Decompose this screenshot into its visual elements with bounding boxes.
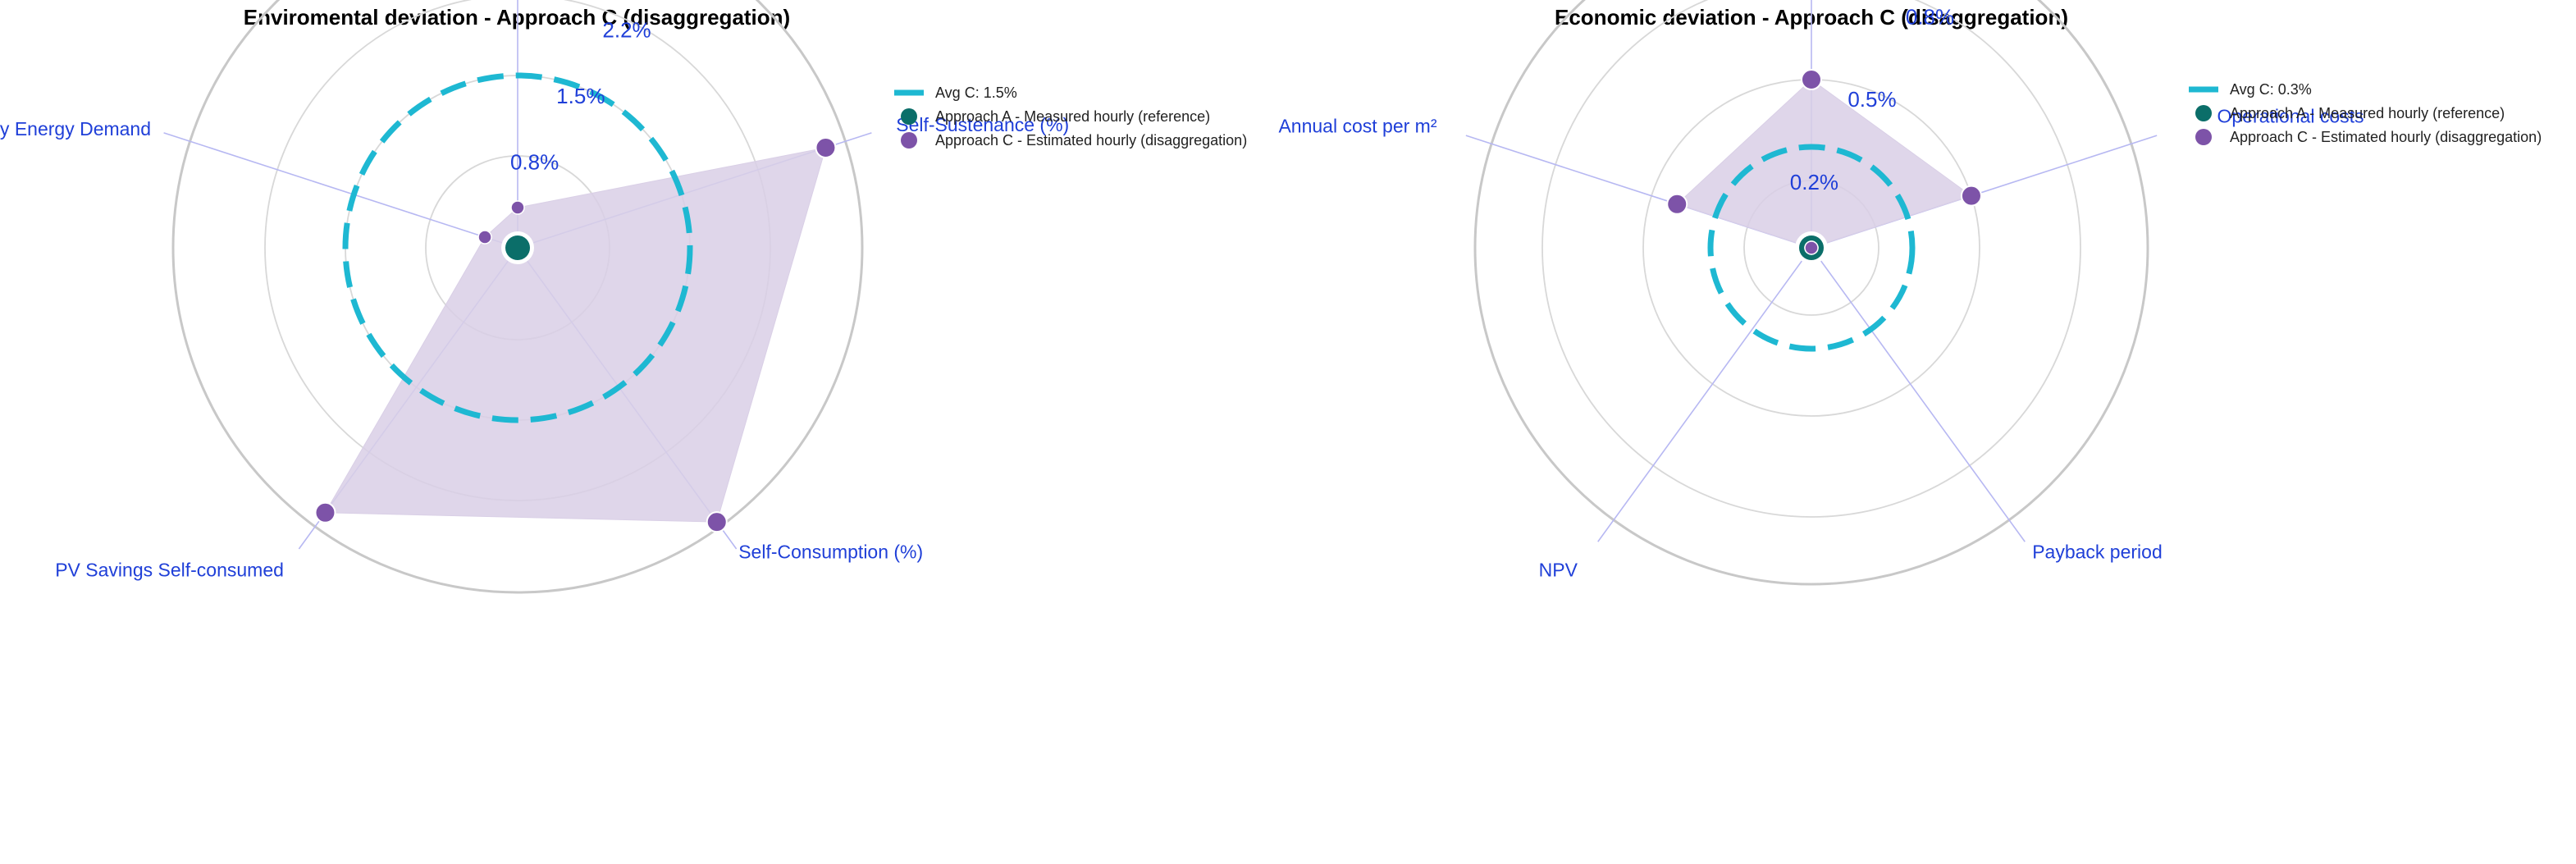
data-points [314, 137, 837, 533]
legend-avg-label: Avg C: 1.5% [935, 85, 1017, 101]
axis-spoke [163, 132, 518, 249]
estimated-point [815, 137, 837, 159]
economic-radar-chart: Economic deviation - Approach C (disaggr… [1278, 0, 2542, 586]
estimated-point [1804, 240, 1819, 255]
average-line [1707, 144, 1916, 352]
legend-reference-marker [2195, 105, 2212, 121]
axis-label: Self-Sustenance (%) [896, 114, 1069, 135]
legend-estimated-label: Approach C - Estimated hourly (disaggreg… [935, 132, 1247, 149]
data-points [1666, 69, 1982, 264]
radial-tick-labels: 0.2%0.5%0.8%1.0% [1790, 4, 1954, 194]
axis-label: Annual cost per m² [1278, 116, 1436, 137]
axis-label: Payback period [2032, 542, 2163, 563]
average-ring [1707, 144, 1916, 352]
estimated-point [1960, 185, 1982, 207]
legend: Avg C: 0.3% Approach A - Measured hourly … [2189, 81, 2542, 145]
reference-point [505, 235, 530, 260]
legend-reference-marker [901, 108, 917, 125]
average-ring [342, 72, 693, 423]
estimated-area [1676, 79, 1973, 249]
series-area [324, 147, 827, 523]
outer-ring [171, 0, 864, 594]
axis-label: Self-Consumption (%) [738, 542, 923, 563]
estimated-point [477, 230, 492, 245]
axis-label: PV Savings Self-consumed [55, 559, 284, 580]
legend-estimated-marker [901, 132, 917, 149]
tick-label: 2.2% [602, 18, 651, 43]
axis-labels: Life cycle costOperational costsPayback … [1278, 105, 2364, 580]
series-area [1676, 79, 1973, 249]
average-line [342, 72, 693, 423]
axis-labels: GHG EmissionsSelf-Sustenance (%)Self-Con… [0, 114, 1069, 580]
axis-spoke [1811, 247, 2026, 542]
legend-estimated-marker [2195, 129, 2212, 145]
tick-label: 0.8% [1906, 4, 1954, 29]
estimated-point [1666, 193, 1688, 215]
legend-avg-label: Avg C: 0.3% [2230, 81, 2312, 98]
outer-ring [1473, 0, 2149, 586]
axis-label: Operational costs [2217, 105, 2364, 126]
estimated-point [314, 501, 336, 523]
estimated-point [706, 511, 728, 533]
legend-reference-label: Approach A - Measured hourly (reference) [935, 108, 1210, 125]
axis-label: Primary Energy Demand [0, 118, 151, 139]
axis-label: NPV [1539, 559, 1578, 580]
tick-label: 0.8% [510, 149, 559, 174]
radial-tick-labels: 0.8%1.5%2.2%3.0% [510, 18, 651, 175]
tick-label: 0.2% [1790, 170, 1838, 194]
tick-label: 0.5% [1848, 87, 1896, 112]
tick-label: 1.5% [556, 84, 605, 108]
chart-title: Enviromental deviation - Approach C (dis… [244, 5, 790, 30]
legend-estimated-label: Approach C - Estimated hourly (disaggreg… [2230, 129, 2542, 145]
axis-spoke [1597, 247, 1812, 542]
estimated-area [324, 147, 827, 523]
estimated-point [1801, 69, 1822, 90]
estimated-point [510, 200, 525, 215]
legend-reference-label: Approach A - Measured hourly (reference) [2230, 105, 2505, 121]
grid-ring [1541, 0, 2081, 518]
environmental-radar-chart: Enviromental deviation - Approach C (dis… [0, 0, 1247, 594]
legend: Avg C: 1.5% Approach A - Measured hourly … [894, 85, 1247, 149]
